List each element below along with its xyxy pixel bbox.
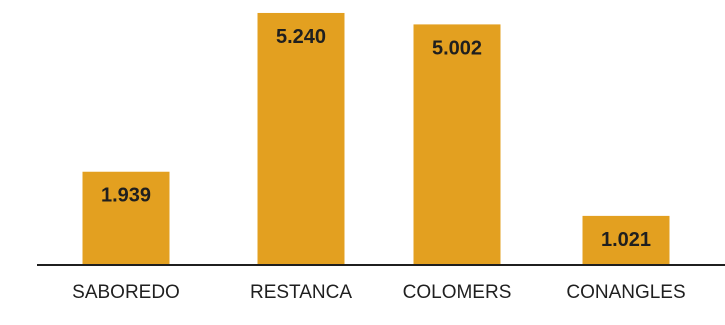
bar-conangles	[582, 215, 670, 265]
category-label-colomers: COLOMERS	[403, 282, 512, 303]
value-label-conangles: 1.021	[601, 229, 651, 251]
bar-restanca	[257, 12, 345, 266]
category-label-saboredo: SABOREDO	[72, 282, 180, 303]
value-label-restanca: 5.240	[276, 26, 326, 48]
bar-colomers	[413, 24, 501, 266]
category-labels-group: SABOREDO RESTANCA COLOMERS CONANGLES	[72, 282, 686, 303]
value-label-colomers: 5.002	[432, 37, 482, 59]
bars-group	[82, 12, 670, 266]
value-label-saboredo: 1.939	[101, 185, 151, 207]
value-labels-group: 1.939 5.240 5.002 1.021	[101, 26, 651, 251]
category-label-restanca: RESTANCA	[250, 282, 352, 303]
bar-saboredo	[82, 171, 170, 265]
category-label-conangles: CONANGLES	[566, 282, 685, 303]
